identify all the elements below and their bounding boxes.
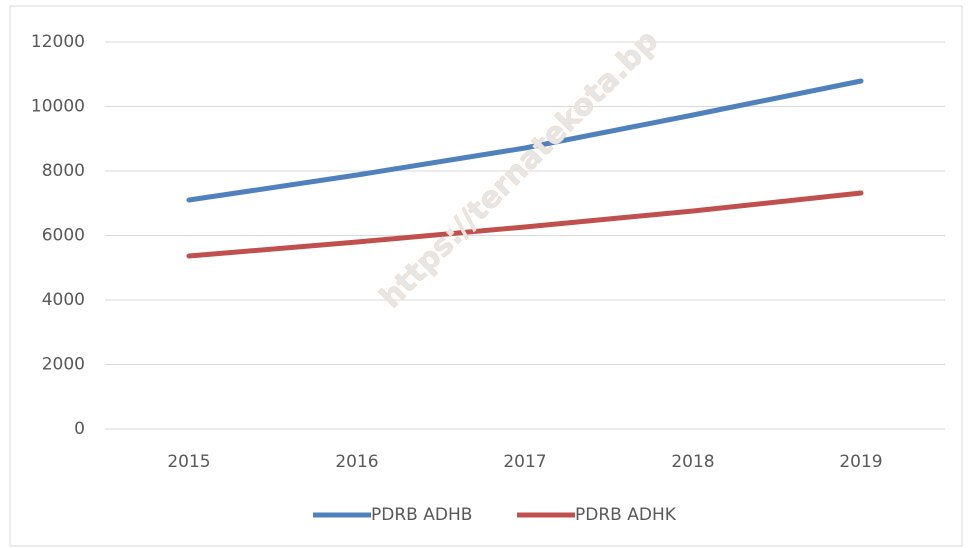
y-tick-label: 0 — [74, 419, 85, 439]
y-tick-label: 12000 — [31, 32, 85, 52]
y-tick-label: 10000 — [31, 97, 85, 117]
watermark: https://ternatekota.bp — [373, 23, 665, 315]
x-tick-label: 2017 — [503, 452, 546, 472]
x-tick-label: 2016 — [335, 452, 378, 472]
x-tick-label: 2019 — [839, 452, 882, 472]
series-line — [186, 190, 864, 259]
x-tick-label: 2018 — [671, 452, 714, 472]
y-tick-label: 8000 — [42, 161, 85, 181]
legend-label: PDRB ADHK — [575, 505, 677, 525]
chart-frame — [9, 5, 963, 547]
series-line — [186, 78, 864, 203]
y-tick-label: 6000 — [42, 226, 85, 246]
y-tick-label: 4000 — [42, 290, 85, 310]
x-tick-label: 2015 — [167, 452, 210, 472]
legend-label: PDRB ADHB — [371, 505, 472, 525]
y-tick-label: 2000 — [42, 355, 85, 375]
